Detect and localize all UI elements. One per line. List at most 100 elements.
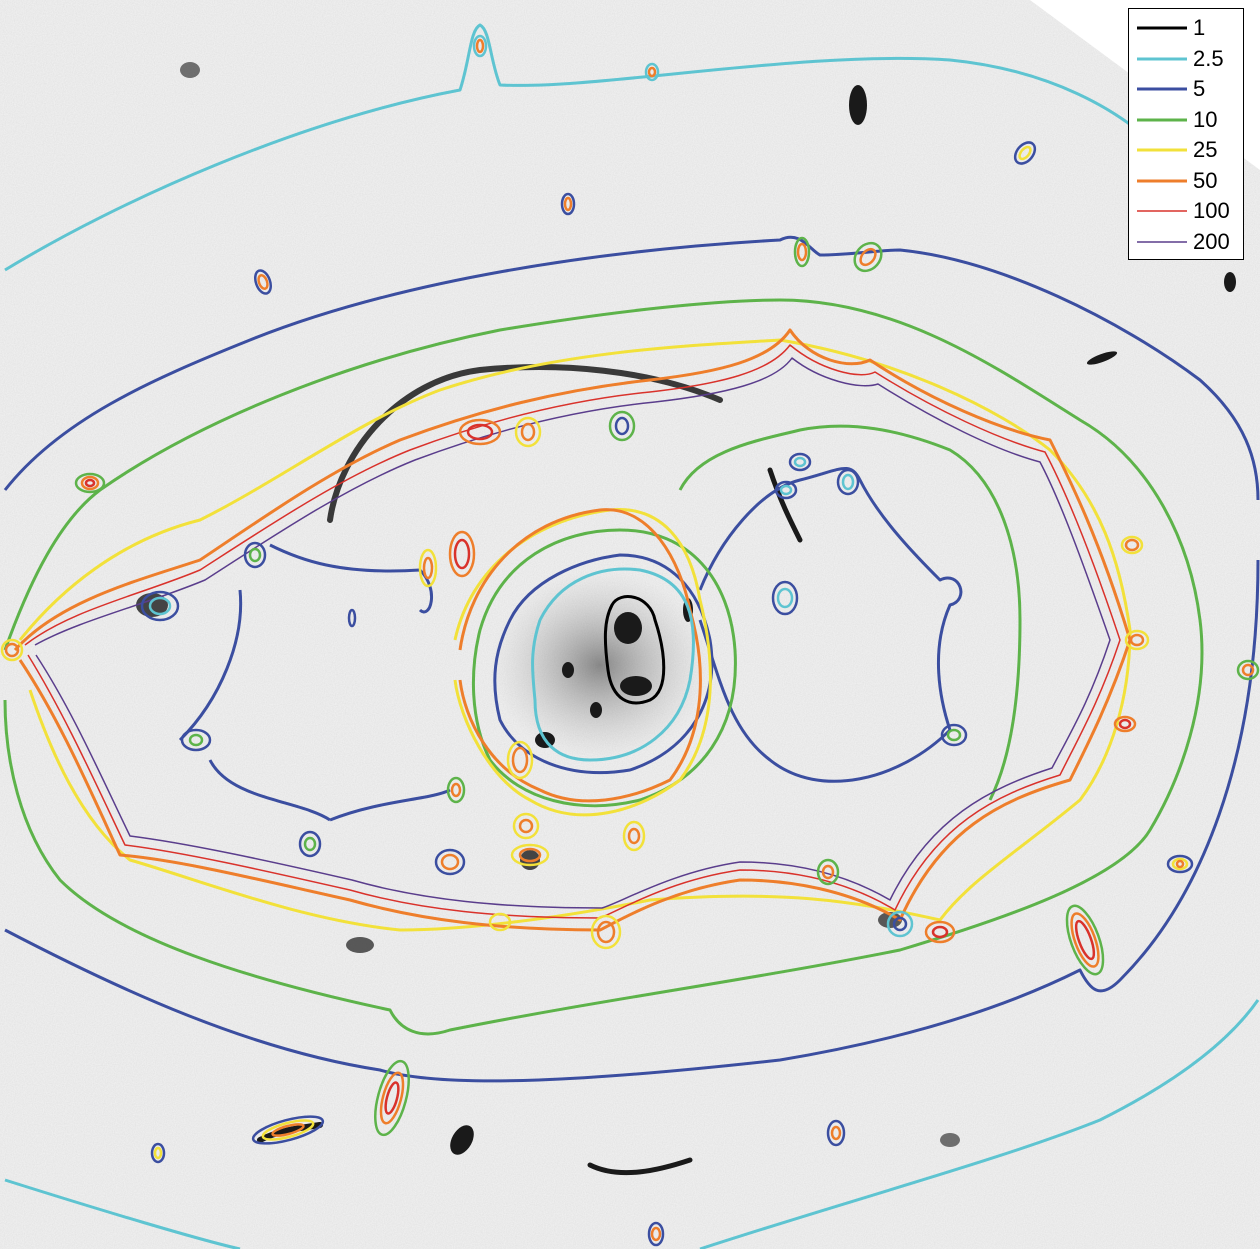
loop-group [1065, 904, 1105, 976]
loop-group [853, 241, 883, 273]
loop-group [590, 914, 622, 950]
legend-item-5: 50 [1129, 166, 1243, 197]
legend-label: 2.5 [1193, 45, 1224, 71]
contour-2.5-bottom [4, 1178, 241, 1249]
loop-group [608, 410, 636, 442]
loop-group [510, 843, 550, 867]
loop-group [1236, 659, 1260, 681]
legend-swatch [1137, 210, 1187, 212]
galaxy [1224, 272, 1236, 292]
legend-label: 25 [1193, 137, 1218, 163]
loop-group [560, 192, 576, 216]
loop-group [836, 468, 860, 496]
legend-label: 10 [1193, 106, 1218, 132]
arc [767, 467, 803, 543]
legend-item-3: 10 [1129, 105, 1243, 136]
contour-50-core [458, 508, 702, 803]
loop-group [418, 548, 438, 588]
legend-swatch [1137, 241, 1187, 243]
loop-group [347, 608, 357, 628]
loop-group [793, 236, 811, 268]
galaxy [620, 676, 652, 696]
legend-item-7: 200 [1129, 227, 1243, 258]
legend-label: 50 [1193, 167, 1218, 193]
legend-swatch [1137, 148, 1187, 152]
galaxy [849, 85, 867, 125]
loop-group [1120, 535, 1144, 555]
loop-group [816, 858, 840, 886]
loop-group [514, 416, 542, 448]
loop-group [622, 820, 646, 852]
legend-item-6: 100 [1129, 196, 1243, 227]
loop-group [374, 1059, 410, 1137]
galaxy [346, 937, 374, 953]
loop-group [1124, 629, 1150, 651]
contour-5-core [493, 553, 714, 775]
contour-5-inner-right [698, 466, 963, 783]
legend-item-4: 25 [1129, 135, 1243, 166]
contour-2.5-outer [4, 23, 1162, 272]
arc [587, 1157, 693, 1176]
loop-group [298, 830, 322, 858]
galaxy [590, 702, 602, 718]
galaxy [1086, 351, 1118, 365]
contour-2.5-bottom-right [699, 999, 1260, 1249]
contour-25-core [453, 508, 712, 817]
legend-swatch [1137, 57, 1187, 61]
loop-group [74, 472, 106, 494]
legend-item-0: 1 [1129, 13, 1243, 44]
loop-group [506, 740, 534, 780]
legend-item-1: 2.5 [1129, 44, 1243, 75]
legend-item-2: 5 [1129, 74, 1243, 105]
loop-group [771, 580, 799, 616]
loop-group [924, 920, 956, 944]
critical-loops [0, 34, 1260, 1247]
legend-label: 100 [1193, 198, 1230, 224]
contour-2.5-core [531, 567, 695, 762]
loop-group [512, 812, 540, 840]
loop-group [647, 1221, 665, 1247]
contour-5-outer [3, 235, 1260, 1083]
contour-25-outer [18, 338, 1132, 932]
legend-label: 1 [1193, 15, 1206, 41]
galaxy [450, 1125, 474, 1155]
legend-swatch [1137, 26, 1187, 30]
galaxy [562, 662, 574, 678]
loop-group [150, 1142, 166, 1164]
loop-group [1113, 715, 1137, 733]
loop-group [774, 480, 798, 500]
loop-group [140, 590, 180, 622]
contour-10-core [471, 528, 737, 808]
contour-200-outer [34, 357, 1111, 909]
loop-group [448, 530, 476, 578]
legend-label: 5 [1193, 76, 1206, 102]
contour-5-inner-left [178, 543, 451, 822]
loop-group [940, 723, 968, 747]
loop-group [488, 912, 512, 932]
galaxy [180, 62, 200, 78]
loop-group [826, 1119, 846, 1147]
loop-group [446, 776, 466, 804]
contour-10-inner-right [678, 424, 1022, 801]
legend-label: 200 [1193, 228, 1230, 254]
contours [3, 23, 1260, 1249]
giant-arc [327, 364, 723, 523]
contour-1 [603, 595, 666, 705]
loop-group [243, 541, 267, 569]
galaxy [940, 1133, 960, 1147]
cluster-core-glow [490, 570, 710, 760]
loop-group [0, 638, 24, 662]
loop-group [251, 1115, 325, 1145]
legend-swatch [1137, 118, 1187, 122]
loop-group [886, 910, 914, 938]
loop-group [253, 269, 273, 295]
loop-group [644, 62, 660, 82]
loop-group [434, 848, 466, 876]
loop-group [472, 34, 488, 58]
legend-swatch [1137, 179, 1187, 183]
legend-swatch [1137, 87, 1187, 91]
loop-group [458, 418, 502, 446]
contour-10-outer [3, 298, 1204, 1036]
loop-group [180, 728, 212, 752]
